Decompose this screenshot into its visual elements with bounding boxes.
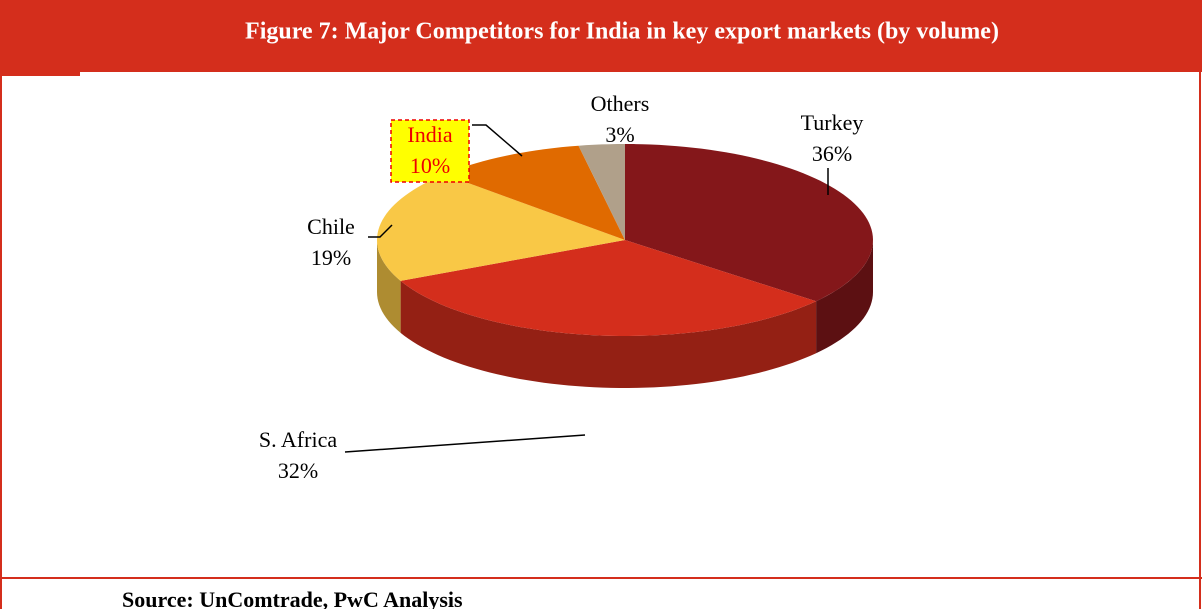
chart-title: Figure 7: Major Competitors for India in… [245, 19, 999, 45]
slice [400, 240, 817, 336]
leader-line [368, 224, 393, 238]
pie [377, 144, 873, 388]
slice-value-label: 36% [812, 141, 852, 166]
leader-line [472, 124, 523, 157]
slice-label: S. Africa [259, 427, 337, 452]
leader-line [344, 434, 586, 453]
header-notch [0, 72, 80, 76]
slice-side [400, 280, 817, 388]
slice [625, 144, 873, 302]
slice-side [816, 240, 873, 354]
slice-value-label: 3% [605, 122, 634, 147]
slice [578, 144, 625, 240]
slice-value-label: 32% [278, 458, 318, 483]
slice-side [377, 240, 401, 333]
slice-label: Chile [307, 214, 355, 239]
slice [444, 145, 625, 240]
slice-value-label: 19% [311, 245, 351, 270]
slice-label: Turkey [801, 110, 864, 135]
slice-label: India [407, 122, 452, 147]
label-highlight [390, 119, 470, 183]
source-note: Source: UnComtrade, PwC Analysis [122, 587, 463, 609]
slice-value-label: 10% [410, 153, 450, 178]
header-bar [0, 0, 1202, 72]
slice-label: Others [591, 91, 650, 116]
slice [377, 174, 625, 281]
